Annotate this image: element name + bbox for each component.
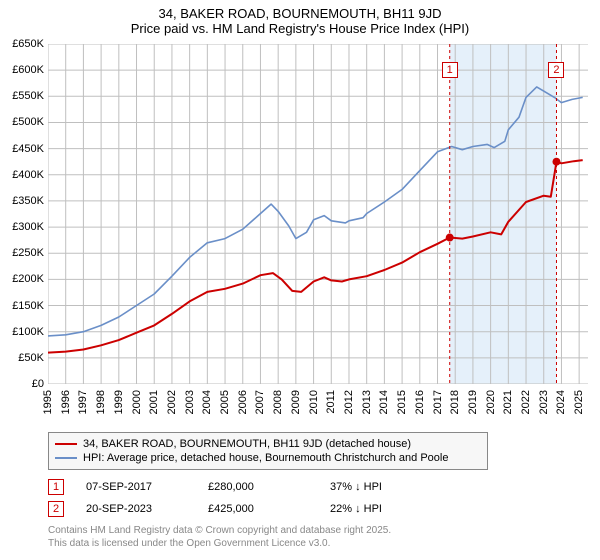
x-tick: 2018 — [449, 390, 461, 414]
x-tick: 2024 — [555, 390, 567, 414]
x-axis-labels: 1995199619971998199920002001200220032004… — [48, 386, 588, 426]
y-tick: £50K — [18, 352, 44, 364]
marker-price-1: £425,000 — [208, 503, 308, 515]
x-tick: 2008 — [272, 390, 284, 414]
legend-row-0: 34, BAKER ROAD, BOURNEMOUTH, BH11 9JD (d… — [55, 437, 481, 451]
marker-date-0: 07-SEP-2017 — [86, 481, 186, 493]
x-tick: 2014 — [378, 390, 390, 414]
x-tick: 2002 — [166, 390, 178, 414]
x-tick: 1997 — [77, 390, 89, 414]
marker-badge-2: 2 — [48, 501, 64, 517]
legend-row-1: HPI: Average price, detached house, Bour… — [55, 451, 481, 465]
x-tick: 2004 — [201, 390, 213, 414]
x-tick: 2017 — [432, 390, 444, 414]
y-tick: £500K — [12, 116, 44, 128]
x-tick: 2022 — [520, 390, 532, 414]
plot-area: 12 — [48, 44, 588, 384]
x-tick: 2000 — [131, 390, 143, 414]
x-tick: 2020 — [485, 390, 497, 414]
x-tick: 2009 — [290, 390, 302, 414]
y-tick: £100K — [12, 326, 44, 338]
x-tick: 2012 — [343, 390, 355, 414]
marker-badge-1: 1 — [48, 479, 64, 495]
y-tick: £650K — [12, 38, 44, 50]
chart-marker-badge-2: 2 — [548, 62, 564, 78]
y-tick: £300K — [12, 221, 44, 233]
x-tick: 2019 — [467, 390, 479, 414]
x-tick: 2016 — [414, 390, 426, 414]
x-tick: 1999 — [113, 390, 125, 414]
y-tick: £250K — [12, 247, 44, 259]
x-tick: 1996 — [60, 390, 72, 414]
y-axis-labels: £0£50K£100K£150K£200K£250K£300K£350K£400… — [0, 44, 46, 384]
marker-date-1: 20-SEP-2023 — [86, 503, 186, 515]
x-tick: 2023 — [538, 390, 550, 414]
marker-delta-0: 37% ↓ HPI — [330, 481, 430, 493]
y-tick: £150K — [12, 300, 44, 312]
x-tick: 2021 — [502, 390, 514, 414]
legend-swatch-1 — [55, 457, 77, 459]
marker-row-0: 1 07-SEP-2017 £280,000 37% ↓ HPI — [48, 476, 588, 498]
y-tick: £0 — [32, 378, 44, 390]
x-tick: 2025 — [573, 390, 585, 414]
footer: Contains HM Land Registry data © Crown c… — [48, 524, 391, 550]
marker-table: 1 07-SEP-2017 £280,000 37% ↓ HPI 2 20-SE… — [48, 476, 588, 520]
y-tick: £550K — [12, 90, 44, 102]
y-tick: £600K — [12, 64, 44, 76]
x-tick: 2015 — [396, 390, 408, 414]
legend-swatch-0 — [55, 443, 77, 445]
title-line-2: Price paid vs. HM Land Registry's House … — [0, 21, 600, 36]
x-tick: 2013 — [361, 390, 373, 414]
x-tick: 2011 — [325, 390, 337, 414]
y-tick: £400K — [12, 169, 44, 181]
legend-text-1: HPI: Average price, detached house, Bour… — [83, 452, 448, 464]
y-tick: £200K — [12, 273, 44, 285]
chart-marker-badge-1: 1 — [442, 62, 458, 78]
title-block: 34, BAKER ROAD, BOURNEMOUTH, BH11 9JD Pr… — [0, 0, 600, 36]
x-tick: 1998 — [95, 390, 107, 414]
x-tick: 2005 — [219, 390, 231, 414]
footer-line-2: This data is licensed under the Open Gov… — [48, 537, 391, 550]
x-tick: 2010 — [308, 390, 320, 414]
x-tick: 2001 — [148, 390, 160, 414]
x-tick: 2007 — [254, 390, 266, 414]
chart-container: 34, BAKER ROAD, BOURNEMOUTH, BH11 9JD Pr… — [0, 0, 600, 560]
footer-line-1: Contains HM Land Registry data © Crown c… — [48, 524, 391, 537]
y-tick: £350K — [12, 195, 44, 207]
title-line-1: 34, BAKER ROAD, BOURNEMOUTH, BH11 9JD — [0, 6, 600, 21]
legend: 34, BAKER ROAD, BOURNEMOUTH, BH11 9JD (d… — [48, 432, 488, 470]
y-tick: £450K — [12, 143, 44, 155]
marker-delta-1: 22% ↓ HPI — [330, 503, 430, 515]
chart-svg — [48, 44, 588, 384]
legend-text-0: 34, BAKER ROAD, BOURNEMOUTH, BH11 9JD (d… — [83, 438, 411, 450]
x-tick: 2003 — [184, 390, 196, 414]
marker-row-1: 2 20-SEP-2023 £425,000 22% ↓ HPI — [48, 498, 588, 520]
x-tick: 1995 — [42, 390, 54, 414]
marker-price-0: £280,000 — [208, 481, 308, 493]
x-tick: 2006 — [237, 390, 249, 414]
